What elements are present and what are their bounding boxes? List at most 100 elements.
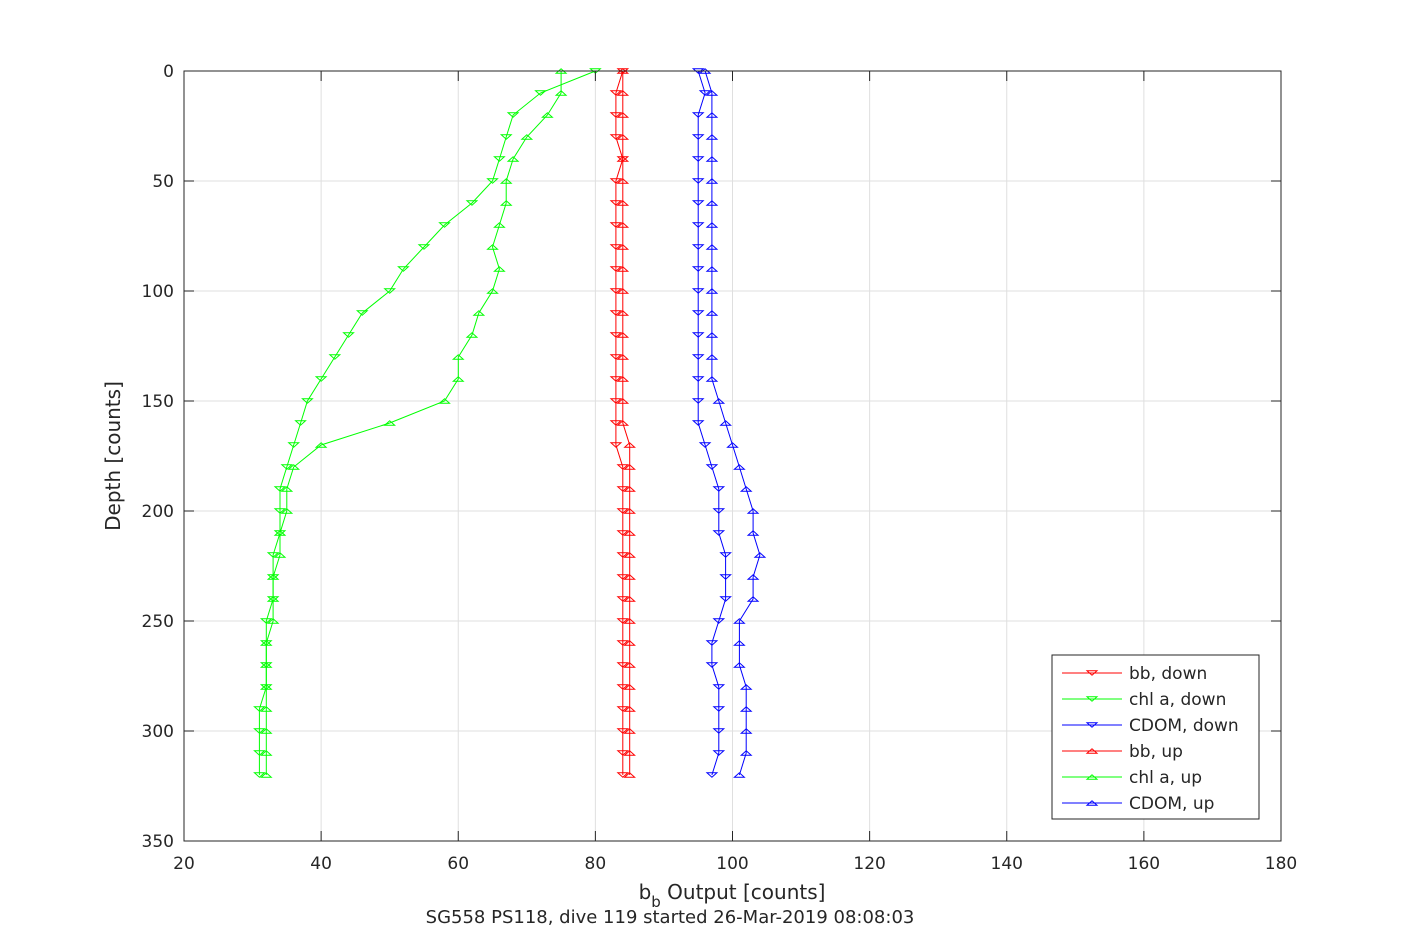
series-marker [259,706,273,712]
series-marker [609,310,623,316]
series-marker [616,178,630,184]
series-marker [609,332,623,338]
series-marker [259,618,273,624]
series-marker [383,420,396,426]
series-marker [266,574,280,580]
series-marker [397,266,410,272]
series-marker [266,618,280,624]
series-marker [739,706,753,712]
series-marker [691,200,705,206]
series-line [704,70,761,776]
series-marker [705,90,719,96]
chart-caption: SG558 PS118, dive 119 started 26-Mar-201… [426,907,915,928]
series-marker [616,640,630,646]
series-chl-a-up [259,68,568,778]
series-marker [705,772,719,778]
series-marker [691,398,705,404]
series-marker [280,464,294,470]
series-marker [417,244,431,250]
series-marker [691,354,705,360]
series-marker [712,486,726,492]
series-marker [616,112,630,118]
series-marker [705,354,719,360]
series-marker [623,486,636,492]
series-marker [287,464,301,470]
series-marker [451,376,465,382]
series-marker [616,706,630,712]
series-marker [609,244,623,250]
x-tick-label: 100 [716,854,748,874]
series-marker [616,398,630,404]
legend-item: chl a, down [1062,690,1226,710]
series-marker [616,288,630,294]
legend-marker [1085,748,1099,754]
series-marker [259,728,273,734]
series-marker [705,288,719,294]
series-marker [465,200,479,206]
series-marker [451,354,465,360]
series-marker [719,596,732,602]
series-marker [506,112,520,118]
series-marker [705,266,719,272]
series-marker [616,222,630,228]
series-marker [705,310,719,316]
x-axis-label-subscript: b [651,893,661,911]
series-marker [609,222,623,228]
legend-label: CDOM, down [1129,716,1239,736]
series-marker [486,244,499,250]
series-marker [616,266,630,272]
series-marker [609,112,623,118]
series-marker [691,222,705,228]
series-marker [616,618,630,624]
series-marker [273,552,287,558]
series-marker [705,464,719,470]
series-marker [609,134,623,140]
series-line [697,70,727,776]
series-marker [623,464,636,470]
legend-item: bb, down [1062,664,1207,684]
series-marker [623,530,636,536]
series-marker [342,332,355,338]
legend-marker [1085,774,1099,780]
series-marker [691,244,705,250]
series-marker [616,530,630,536]
series-marker [616,750,630,756]
series-marker [623,552,636,558]
series-marker [314,442,328,448]
series-marker [383,288,396,294]
series-marker [705,662,719,668]
series-line [265,71,562,775]
series-marker [733,464,746,470]
series-marker [623,684,636,690]
series-marker [273,508,287,514]
series-marker [493,266,506,272]
series-marker [259,662,273,668]
series-marker [739,750,753,756]
series-marker [691,134,705,140]
series-marker [609,266,623,272]
series-marker [616,552,630,558]
series-marker [733,772,746,778]
series-marker [746,574,760,580]
series-marker [691,332,705,338]
series-marker [609,288,623,294]
series-marker [705,222,719,228]
series-marker [609,376,623,382]
legend-item: chl a, up [1062,768,1202,788]
series-marker [753,552,767,558]
series-layer [253,68,767,778]
legend-label: bb, up [1129,742,1183,762]
x-tick-label: 160 [1128,854,1160,874]
series-marker [712,618,726,624]
series-marker [287,442,301,448]
series-marker [259,772,273,778]
y-tick-label: 0 [163,62,174,82]
series-marker [623,574,636,580]
series-marker [746,508,760,514]
series-marker [616,332,630,338]
series-marker [691,376,705,382]
series-marker [493,156,506,162]
series-marker [253,772,266,778]
series-marker [719,574,732,580]
legend: bb, down chl a, down CDOM, down bb, up chl a… [1051,654,1260,820]
